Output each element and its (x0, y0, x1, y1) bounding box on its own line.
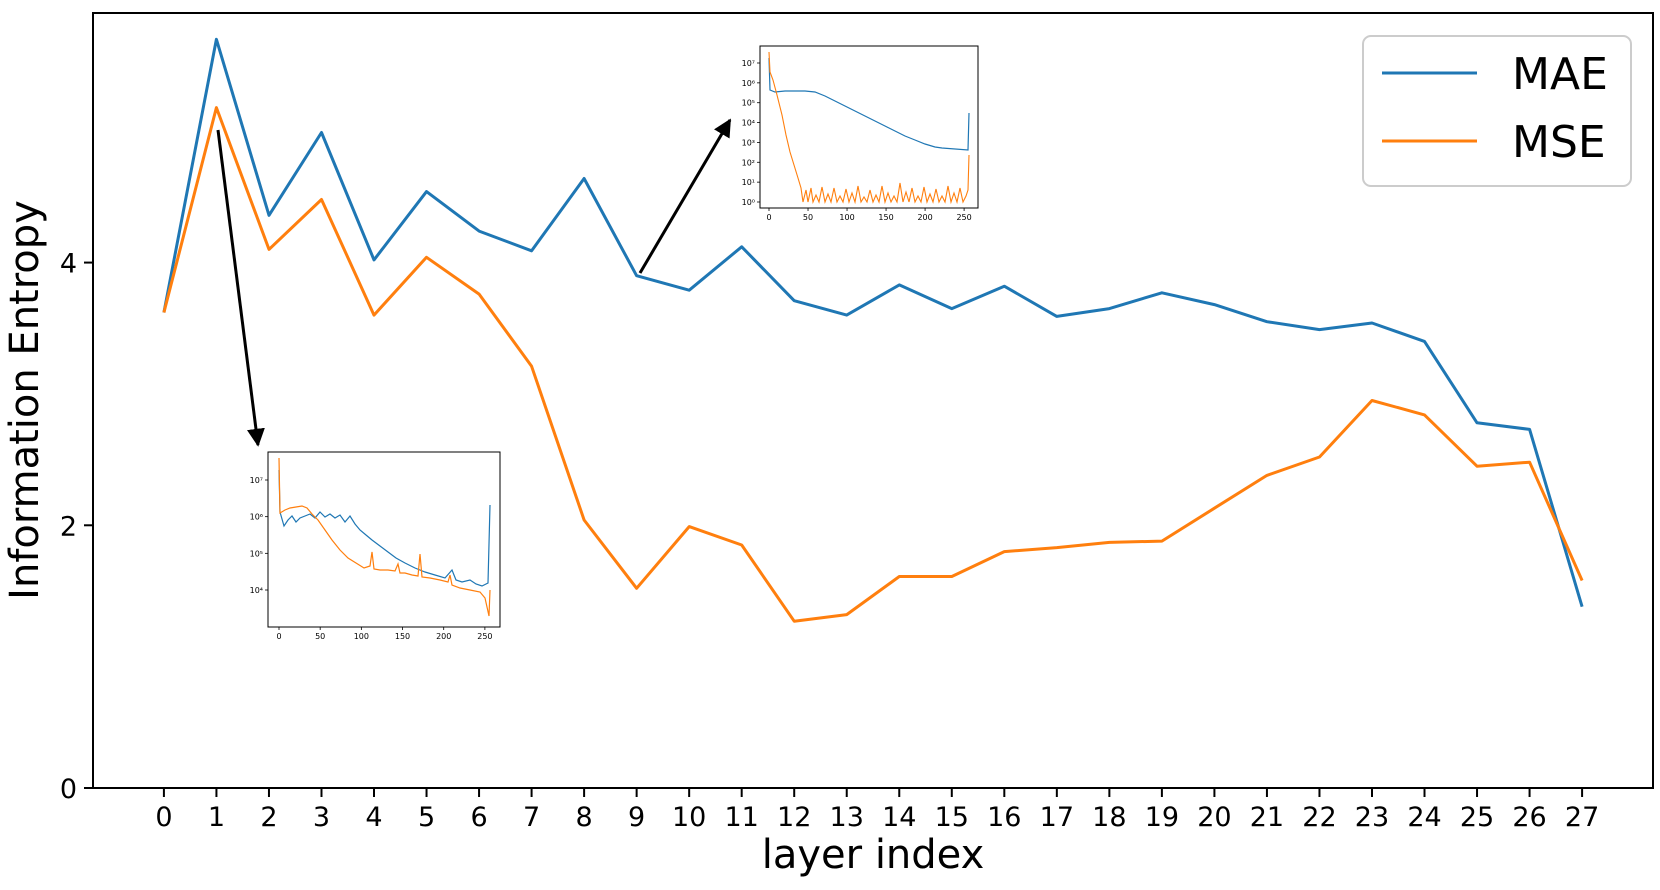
x-tick-label: 10 (672, 802, 706, 833)
x-tick-label: 21 (1250, 802, 1284, 833)
inset-x-tick-label: 100 (354, 632, 369, 641)
inset-x-tick-label: 100 (839, 213, 854, 222)
inset-ticks: 0 50 100 150 200 250 10⁰ 10¹ 10² 10³ 10⁴ 10⁵ 10⁶ 10⁷ (742, 59, 972, 222)
y-axis-title: Information Entropy (2, 200, 48, 600)
inset-arrow-layer-1 (216, 129, 265, 447)
x-tick-label: 22 (1302, 802, 1336, 833)
inset-x-tick-label: 50 (803, 213, 813, 222)
inset-x-tick-label: 200 (917, 213, 932, 222)
inset-y-tick-label: 10¹ (742, 178, 755, 187)
inset-mae-curve (278, 469, 491, 587)
y-tick-label: 4 (60, 249, 77, 280)
x-tick-label: 2 (260, 802, 277, 833)
x-tick-label: 8 (576, 802, 593, 833)
plot-frame (92, 12, 1654, 789)
inset-y-tick-label: 10⁶ (742, 79, 755, 88)
inset-x-tick-label: 250 (956, 213, 971, 222)
legend: MAE MSE (1362, 35, 1632, 187)
x-tick-label: 12 (777, 802, 811, 833)
inset-y-tick-label: 10⁵ (250, 549, 263, 558)
inset-y-tick-label: 10³ (742, 138, 755, 147)
inset-y-tick-label: 10⁰ (742, 198, 755, 207)
x-tick-label: 14 (882, 802, 916, 833)
inset-y-tick-label: 10² (742, 158, 755, 167)
inset-mse-curve (278, 457, 491, 617)
x-tick-label: 5 (418, 802, 435, 833)
inset-frame (759, 45, 979, 209)
inset-x-tick-label: 0 (276, 632, 281, 641)
inset-x-tick-label: 150 (395, 632, 410, 641)
x-tick-label: 7 (523, 802, 540, 833)
inset-histogram-layer-1: 0 50 100 150 200 250 10⁴ 10⁵ 10⁶ 10⁷ (250, 451, 501, 641)
x-axis-ticks: 0 1 2 3 4 5 6 7 8 9 10 11 12 13 14 15 16 17 18 19 20 21 22 23 24… (155, 788, 1599, 833)
inset-y-tick-label: 10⁶ (250, 513, 263, 522)
inset-histogram-layer-9: 0 50 100 150 200 250 10⁰ 10¹ 10² 10³ 10⁴ 10⁵ 10⁶ 10⁷ (742, 45, 979, 222)
inset-mae-curve (768, 57, 970, 151)
inset-arrow-layer-9 (638, 118, 732, 274)
x-tick-label: 16 (987, 802, 1021, 833)
legend-label-mae: MAE (1512, 49, 1608, 100)
inset-y-tick-label: 10⁷ (742, 59, 755, 68)
x-tick-label: 9 (628, 802, 645, 833)
inset-x-tick-label: 0 (766, 213, 771, 222)
inset-y-tick-label: 10⁴ (250, 586, 263, 595)
series-line-mae (162, 37, 1584, 608)
inset-y-tick-label: 10⁷ (250, 476, 263, 485)
x-tick-label: 19 (1145, 802, 1179, 833)
x-tick-label: 26 (1512, 802, 1546, 833)
x-tick-label: 6 (470, 802, 487, 833)
x-tick-label: 11 (725, 802, 759, 833)
x-tick-label: 17 (1040, 802, 1074, 833)
y-tick-label: 0 (60, 774, 77, 805)
x-tick-label: 4 (365, 802, 382, 833)
y-tick-label: 2 (60, 511, 77, 542)
x-tick-label: 13 (830, 802, 864, 833)
series-layer (162, 37, 1584, 623)
x-tick-label: 0 (155, 802, 172, 833)
x-tick-label: 15 (935, 802, 969, 833)
x-tick-label: 24 (1407, 802, 1441, 833)
x-tick-label: 20 (1197, 802, 1231, 833)
x-tick-label: 27 (1565, 802, 1599, 833)
inset-x-tick-label: 200 (436, 632, 451, 641)
x-axis-title: layer index (762, 832, 985, 878)
inset-x-tick-label: 250 (477, 632, 492, 641)
inset-x-tick-label: 150 (878, 213, 893, 222)
inset-x-tick-label: 50 (315, 632, 325, 641)
inset-frame (267, 451, 501, 628)
x-tick-label: 18 (1092, 802, 1126, 833)
inset-y-tick-label: 10⁵ (742, 99, 755, 108)
x-tick-label: 3 (313, 802, 330, 833)
series-line-mse (162, 106, 1584, 623)
inset-ticks: 0 50 100 150 200 250 10⁴ 10⁵ 10⁶ 10⁷ (250, 476, 493, 641)
x-tick-label: 23 (1355, 802, 1389, 833)
inset-mse-curve (768, 51, 970, 205)
inset-y-tick-label: 10⁴ (742, 119, 755, 128)
x-tick-label: 1 (208, 802, 225, 833)
y-axis-ticks: 0 2 4 (60, 249, 93, 805)
legend-label-mse: MSE (1512, 117, 1606, 168)
x-tick-label: 25 (1460, 802, 1494, 833)
